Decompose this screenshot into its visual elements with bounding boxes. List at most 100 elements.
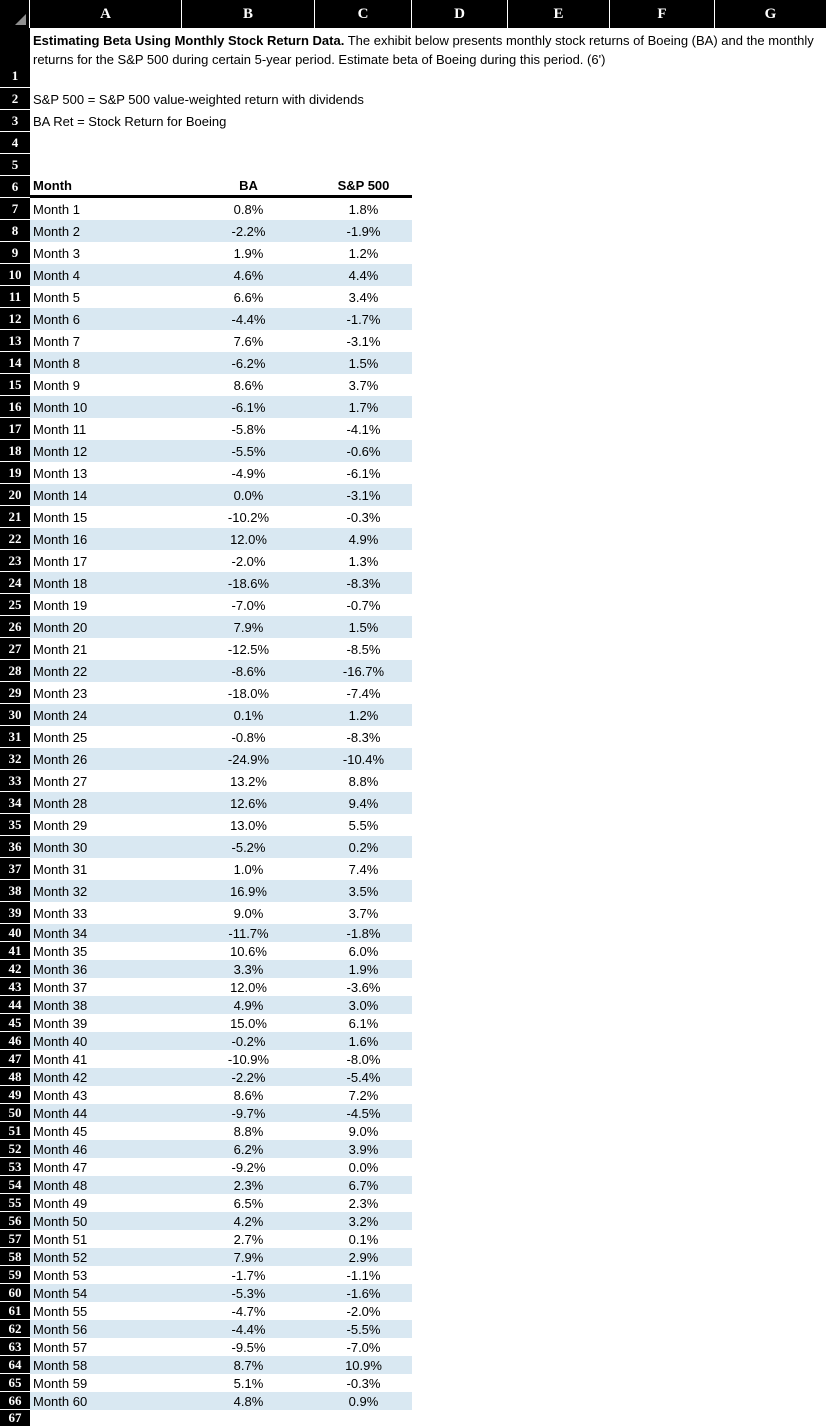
row-header-40[interactable]: 40 bbox=[0, 924, 30, 942]
ba-value-cell[interactable]: -4.4% bbox=[231, 1321, 266, 1337]
sp500-value-cell[interactable]: -3.1% bbox=[346, 487, 381, 503]
row-header-59[interactable]: 59 bbox=[0, 1266, 30, 1284]
month-cell[interactable]: Month 24 bbox=[33, 707, 88, 723]
row-header-55[interactable]: 55 bbox=[0, 1194, 30, 1212]
row-header-8[interactable]: 8 bbox=[0, 220, 30, 242]
sp500-value-cell[interactable]: 1.5% bbox=[348, 355, 379, 371]
row-header-34[interactable]: 34 bbox=[0, 792, 30, 814]
row-header-22[interactable]: 22 bbox=[0, 528, 30, 550]
row-header-48[interactable]: 48 bbox=[0, 1068, 30, 1086]
month-cell[interactable]: Month 19 bbox=[33, 597, 88, 613]
month-cell[interactable]: Month 41 bbox=[33, 1051, 88, 1067]
month-cell[interactable]: Month 23 bbox=[33, 685, 88, 701]
sp500-value-cell[interactable]: -5.4% bbox=[346, 1069, 381, 1085]
row-header-10[interactable]: 10 bbox=[0, 264, 30, 286]
ba-value-cell[interactable]: -11.7% bbox=[228, 925, 269, 941]
row-header-54[interactable]: 54 bbox=[0, 1176, 30, 1194]
sp500-value-cell[interactable]: -0.7% bbox=[346, 597, 381, 613]
row-header-28[interactable]: 28 bbox=[0, 660, 30, 682]
sp500-value-cell[interactable]: -4.5% bbox=[346, 1105, 381, 1121]
ba-value-cell[interactable]: 6.6% bbox=[233, 289, 264, 305]
row-header-41[interactable]: 41 bbox=[0, 942, 30, 960]
row-header-19[interactable]: 19 bbox=[0, 462, 30, 484]
row-header-11[interactable]: 11 bbox=[0, 286, 30, 308]
ba-value-cell[interactable]: 16.9% bbox=[230, 883, 267, 899]
row-header-18[interactable]: 18 bbox=[0, 440, 30, 462]
row-header-46[interactable]: 46 bbox=[0, 1032, 30, 1050]
ba-value-cell[interactable]: 0.8% bbox=[233, 201, 264, 217]
row-header-50[interactable]: 50 bbox=[0, 1104, 30, 1122]
cell-a2-sp-definition[interactable]: S&P 500 = S&P 500 value-weighted return … bbox=[33, 91, 364, 107]
select-all-corner[interactable] bbox=[0, 0, 30, 28]
month-cell[interactable]: Month 5 bbox=[33, 289, 80, 305]
ba-value-cell[interactable]: -5.3% bbox=[231, 1285, 266, 1301]
row-header-42[interactable]: 42 bbox=[0, 960, 30, 978]
row-header-32[interactable]: 32 bbox=[0, 748, 30, 770]
column-header-c[interactable]: C bbox=[315, 0, 412, 28]
month-cell[interactable]: Month 43 bbox=[33, 1087, 88, 1103]
sp500-value-cell[interactable]: -5.5% bbox=[346, 1321, 381, 1337]
ba-value-cell[interactable]: 8.6% bbox=[233, 377, 264, 393]
month-cell[interactable]: Month 49 bbox=[33, 1195, 88, 1211]
ba-value-cell[interactable]: -24.9% bbox=[227, 751, 270, 767]
row-header-58[interactable]: 58 bbox=[0, 1248, 30, 1266]
header-ba-cell[interactable]: BA bbox=[239, 178, 258, 193]
month-cell[interactable]: Month 8 bbox=[33, 355, 80, 371]
ba-value-cell[interactable]: 7.9% bbox=[233, 1249, 264, 1265]
row-header-52[interactable]: 52 bbox=[0, 1140, 30, 1158]
row-header-9[interactable]: 9 bbox=[0, 242, 30, 264]
month-cell[interactable]: Month 18 bbox=[33, 575, 88, 591]
month-cell[interactable]: Month 54 bbox=[33, 1285, 88, 1301]
ba-value-cell[interactable]: -5.5% bbox=[231, 443, 266, 459]
ba-value-cell[interactable]: -5.8% bbox=[231, 421, 266, 437]
month-cell[interactable]: Month 10 bbox=[33, 399, 88, 415]
ba-value-cell[interactable]: 4.6% bbox=[233, 267, 264, 283]
row-header-65[interactable]: 65 bbox=[0, 1374, 30, 1392]
sp500-value-cell[interactable]: -8.3% bbox=[346, 729, 381, 745]
row-header-47[interactable]: 47 bbox=[0, 1050, 30, 1068]
sp500-value-cell[interactable]: -0.3% bbox=[346, 509, 381, 525]
row-header-6[interactable]: 6 bbox=[0, 176, 30, 198]
header-month-cell[interactable]: Month bbox=[33, 178, 72, 193]
ba-value-cell[interactable]: -2.2% bbox=[231, 223, 266, 239]
month-cell[interactable]: Month 60 bbox=[33, 1393, 88, 1409]
month-cell[interactable]: Month 9 bbox=[33, 377, 80, 393]
row-header-60[interactable]: 60 bbox=[0, 1284, 30, 1302]
month-cell[interactable]: Month 14 bbox=[33, 487, 88, 503]
row-header-14[interactable]: 14 bbox=[0, 352, 30, 374]
ba-value-cell[interactable]: -4.9% bbox=[231, 465, 266, 481]
row-header-17[interactable]: 17 bbox=[0, 418, 30, 440]
sp500-value-cell[interactable]: -3.6% bbox=[346, 979, 381, 995]
month-cell[interactable]: Month 55 bbox=[33, 1303, 88, 1319]
sp500-value-cell[interactable]: 3.7% bbox=[348, 377, 379, 393]
sp500-value-cell[interactable]: -0.6% bbox=[346, 443, 381, 459]
sp500-value-cell[interactable]: -10.4% bbox=[342, 751, 385, 767]
sp500-value-cell[interactable]: 6.1% bbox=[348, 1015, 379, 1031]
ba-value-cell[interactable]: 0.0% bbox=[233, 487, 264, 503]
sp500-value-cell[interactable]: 3.0% bbox=[348, 997, 379, 1013]
row-header-33[interactable]: 33 bbox=[0, 770, 30, 792]
month-cell[interactable]: Month 20 bbox=[33, 619, 88, 635]
ba-value-cell[interactable]: -6.1% bbox=[231, 399, 266, 415]
ba-value-cell[interactable]: 1.0% bbox=[233, 861, 264, 877]
sp500-value-cell[interactable]: 2.3% bbox=[348, 1195, 379, 1211]
month-cell[interactable]: Month 56 bbox=[33, 1321, 88, 1337]
row-header-51[interactable]: 51 bbox=[0, 1122, 30, 1140]
row-header-7[interactable]: 7 bbox=[0, 198, 30, 220]
month-cell[interactable]: Month 48 bbox=[33, 1177, 88, 1193]
sp500-value-cell[interactable]: -8.0% bbox=[346, 1051, 381, 1067]
ba-value-cell[interactable]: 7.9% bbox=[233, 619, 264, 635]
month-cell[interactable]: Month 22 bbox=[33, 663, 88, 679]
month-cell[interactable]: Month 13 bbox=[33, 465, 88, 481]
column-header-d[interactable]: D bbox=[412, 0, 508, 28]
ba-value-cell[interactable]: -4.7% bbox=[231, 1303, 266, 1319]
row-header-1[interactable]: 1 bbox=[0, 28, 30, 88]
month-cell[interactable]: Month 37 bbox=[33, 979, 88, 995]
row-header-64[interactable]: 64 bbox=[0, 1356, 30, 1374]
month-cell[interactable]: Month 16 bbox=[33, 531, 88, 547]
ba-value-cell[interactable]: 6.5% bbox=[233, 1195, 264, 1211]
sp500-value-cell[interactable]: -7.4% bbox=[346, 685, 381, 701]
month-cell[interactable]: Month 40 bbox=[33, 1033, 88, 1049]
row-header-15[interactable]: 15 bbox=[0, 374, 30, 396]
ba-value-cell[interactable]: 2.3% bbox=[233, 1177, 264, 1193]
